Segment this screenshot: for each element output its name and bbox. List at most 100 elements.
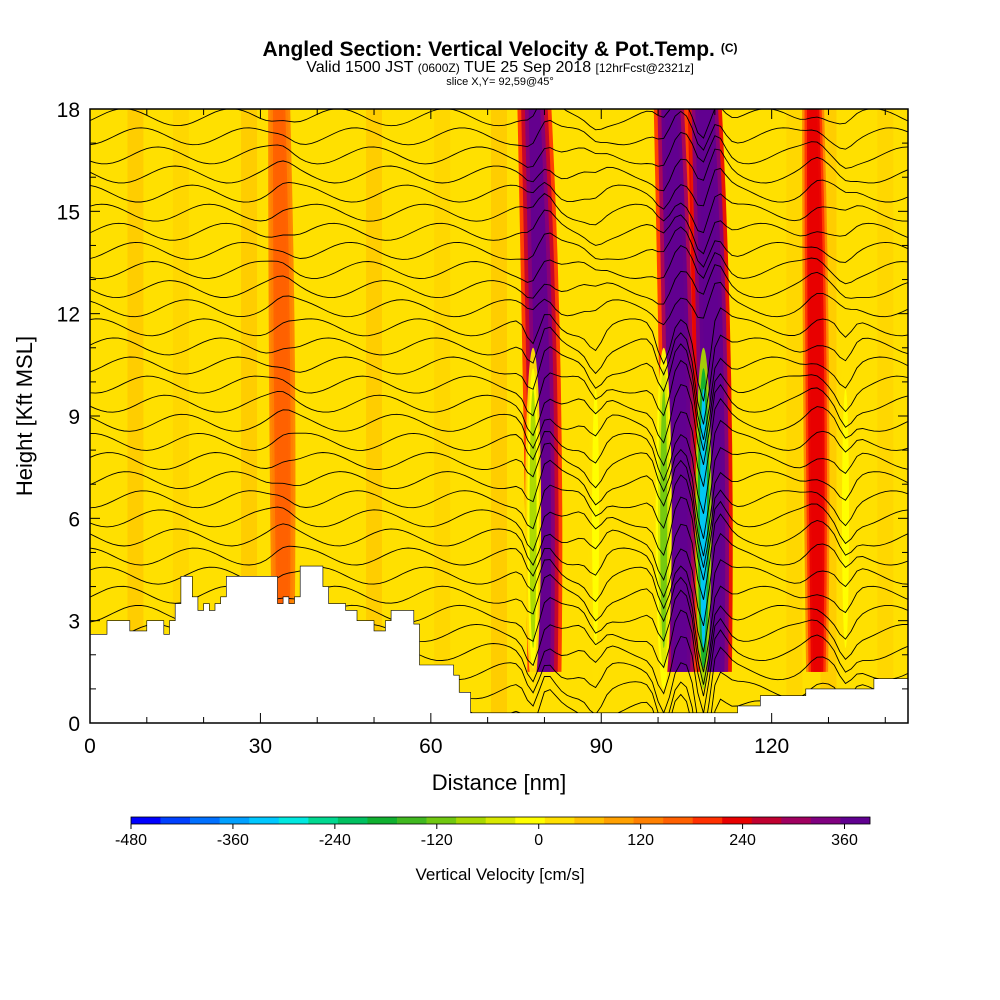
theta-contour <box>90 148 908 192</box>
colorbar-swatch <box>810 817 841 824</box>
colorbar-tick-label: 360 <box>831 832 858 849</box>
valid-date: TUE 25 Sep 2018 <box>463 59 592 76</box>
colorbar-swatch <box>249 817 280 824</box>
valid-prefix: Valid 1500 JST <box>306 59 414 76</box>
weak-updraft-band <box>786 109 803 723</box>
colorbar-swatch <box>131 817 161 824</box>
weak-updraft-band <box>491 109 507 723</box>
y-axis: 0 3 6 9 12 15 18 <box>57 99 908 736</box>
colorbar-swatch <box>397 817 427 824</box>
downdraft-band <box>529 388 537 648</box>
colorbar-title: Vertical Velocity [cm/s] <box>415 865 584 884</box>
colorbar-swatch <box>278 817 309 824</box>
theta-contour <box>90 532 908 627</box>
theta-contour <box>90 326 908 425</box>
colorbar-swatch <box>160 817 191 824</box>
theta-contour <box>90 245 908 285</box>
theta-contour <box>90 513 908 600</box>
theta-contour <box>90 110 908 151</box>
theta-contour <box>90 442 908 539</box>
title-unit-tag: (C) <box>720 41 738 55</box>
colorbar-tick-label: -240 <box>319 832 351 849</box>
colorbar-swatch <box>219 817 250 824</box>
theta-contour <box>90 131 908 169</box>
y-tick-label: 18 <box>57 99 80 122</box>
terrain <box>90 565 908 723</box>
colorbar-swatch <box>751 817 782 824</box>
x-tick-label: 120 <box>754 735 789 758</box>
colorbar-swatch <box>190 817 220 824</box>
colorbar-swatch <box>544 817 575 824</box>
colorbar-swatch <box>781 817 812 824</box>
updraft-band <box>664 109 688 672</box>
updraft-band <box>809 109 823 672</box>
y-tick-label: 3 <box>68 611 80 634</box>
weak-updraft-band <box>434 109 451 723</box>
colorbar-swatch <box>308 817 339 824</box>
theta-contour <box>90 226 908 268</box>
downdraft-band <box>592 388 600 648</box>
colorbar-tick-label: -360 <box>217 832 249 849</box>
theta-contour <box>90 307 908 402</box>
x-tick-label: 0 <box>84 735 96 758</box>
theta-contour <box>90 192 908 234</box>
colorbar-tick-label: 240 <box>729 832 756 849</box>
y-axis-title: Height [Kft MSL] <box>12 336 37 496</box>
theta-contour <box>90 559 908 653</box>
weak-updraft-band <box>366 109 383 723</box>
theta-contour <box>90 397 908 487</box>
theta-contour <box>90 383 908 465</box>
weak-updraft-band <box>877 109 894 723</box>
theta-contour <box>90 474 908 568</box>
downdraft-band <box>841 388 850 648</box>
chart-subtitle: Valid 1500 JST (0600Z) TUE 25 Sep 2018 [… <box>0 60 1000 76</box>
theta-contour <box>90 167 908 210</box>
chart-title: Angled Section: Vertical Velocity & Pot.… <box>0 38 1000 62</box>
colorbar: -480 -360 -240 -120 0 120 240 360 <box>115 816 871 849</box>
x-tick-label: 60 <box>419 735 442 758</box>
y-tick-label: 6 <box>68 508 80 531</box>
theta-contour <box>90 209 908 255</box>
colorbar-swatch <box>663 817 693 824</box>
y-tick-label: 0 <box>68 713 80 736</box>
colorbar-swatch <box>722 817 753 824</box>
colorbar-swatch <box>367 817 398 824</box>
colorbar-swatch <box>485 817 516 824</box>
colorbar-swatch <box>456 817 487 824</box>
theta-contour <box>90 264 908 305</box>
y-tick-label: 9 <box>68 406 80 429</box>
colorbar-swatch <box>426 817 457 824</box>
weak-updraft-band <box>127 109 144 723</box>
valid-z: (0600Z) <box>417 61 460 75</box>
theta-contour <box>90 459 908 557</box>
colorbar-swatch <box>337 817 368 824</box>
theta-contour <box>90 281 908 326</box>
colorbar-tick-label: 0 <box>534 832 543 849</box>
x-tick-label: 90 <box>590 735 613 758</box>
slice-info: slice X,Y= 92,59@45° <box>446 76 554 88</box>
colorbar-frame <box>130 816 871 825</box>
colorbar-swatch <box>840 817 871 824</box>
theta-contour <box>90 496 908 581</box>
weak-updraft-band <box>172 109 189 723</box>
theta-contour <box>90 359 908 451</box>
x-axis: 0 30 60 90 120 <box>84 109 886 758</box>
vertical-velocity-field <box>90 109 908 723</box>
colorbar-tick-label: -120 <box>421 832 453 849</box>
colorbar-swatch <box>692 817 723 824</box>
updraft-band <box>275 109 289 672</box>
theta-contour <box>90 419 908 514</box>
colorbar-swatch <box>515 817 546 824</box>
y-tick-label: 12 <box>57 304 80 327</box>
colorbar-swatch <box>633 817 664 824</box>
downdraft-band <box>660 388 668 648</box>
colorbar-swatch <box>574 817 605 824</box>
colorbar-tick-label: 120 <box>627 832 654 849</box>
colorbar-swatch <box>603 817 634 824</box>
colorbar-tick-label: -480 <box>115 832 147 849</box>
updraft-band <box>528 109 552 672</box>
forecast-tag: [12hrFcst@2321z] <box>595 61 694 75</box>
title-main: Angled Section: Vertical Velocity & Pot.… <box>262 38 715 61</box>
y-tick-label: 15 <box>57 201 80 224</box>
